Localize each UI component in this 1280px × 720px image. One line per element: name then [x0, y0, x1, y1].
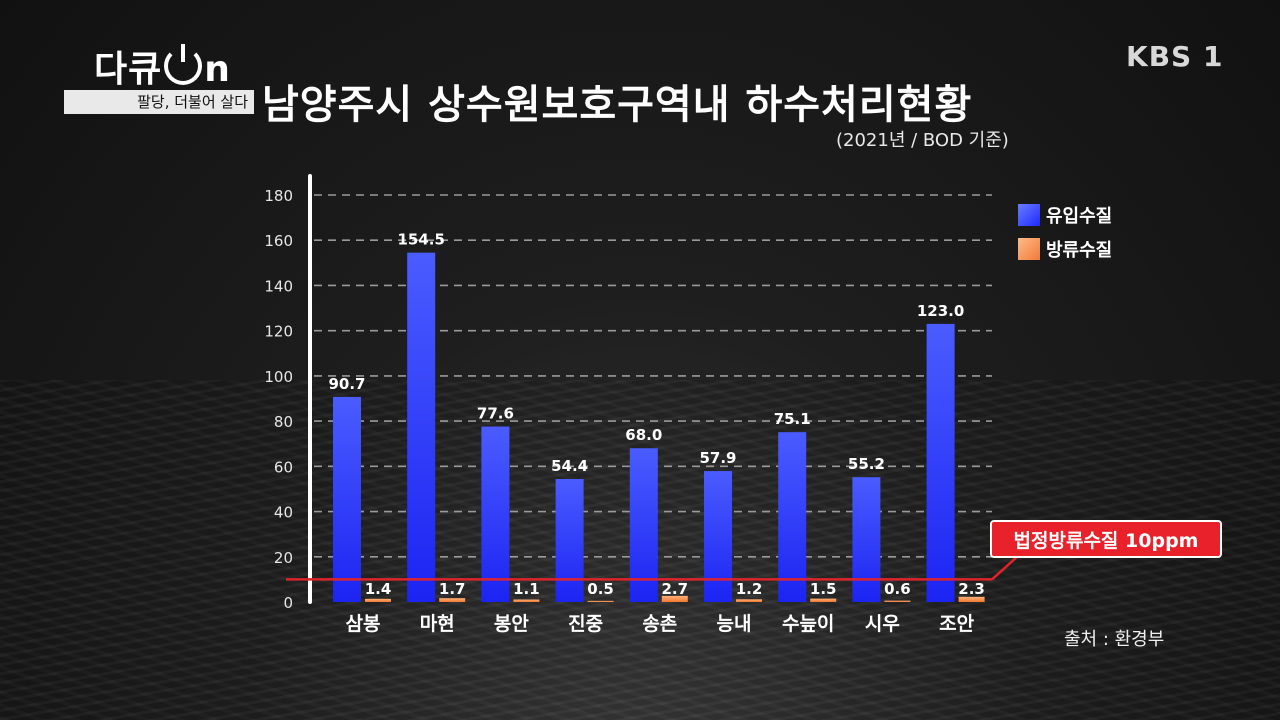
x-tick-label-8: 조안: [939, 613, 974, 635]
legend-item-outflow: 방류수질: [1018, 232, 1112, 266]
chart-legend: 유입수질 방류수질: [1018, 198, 1112, 266]
data-label-outflow-3: 0.5: [587, 580, 614, 598]
data-label-outflow-5: 1.2: [736, 580, 763, 598]
data-label-outflow-7: 0.6: [884, 580, 911, 598]
y-tick-label: 60: [274, 458, 293, 476]
y-tick-label: 120: [264, 323, 293, 341]
data-source: 출처 : 환경부: [1064, 629, 1165, 650]
data-label-outflow-2: 1.1: [513, 580, 540, 598]
bar-outflow-3: [587, 600, 614, 602]
y-tick-label: 0: [283, 594, 293, 612]
y-tick-label: 100: [264, 368, 293, 386]
x-tick-label-3: 진중: [568, 613, 603, 635]
broadcaster-logo: KBS 1: [1126, 40, 1224, 73]
logo-subtitle: 팔당, 더불어 살다: [64, 90, 254, 114]
bar-outflow-8: [958, 596, 985, 602]
x-tick-label-4: 송촌: [642, 613, 677, 635]
y-tick-label: 180: [264, 187, 293, 205]
data-label-inflow-1: 154.5: [397, 231, 444, 249]
y-tick-label: 140: [264, 277, 293, 295]
bar-inflow-0: [333, 396, 361, 602]
data-label-outflow-8: 2.3: [958, 580, 985, 598]
logo-text-right: n: [204, 49, 231, 90]
legend-item-inflow: 유입수질: [1018, 198, 1112, 232]
data-label-outflow-1: 1.7: [439, 580, 466, 598]
y-tick-label: 20: [274, 549, 293, 567]
bar-outflow-4: [661, 595, 688, 602]
legend-label-outflow: 방류수질: [1046, 240, 1113, 261]
bar-inflow-8: [926, 323, 955, 602]
bar-outflow-1: [439, 598, 466, 602]
power-icon: [164, 47, 203, 85]
reference-connector: [991, 555, 1019, 581]
logo-main: 다큐 n: [94, 40, 231, 92]
bar-inflow-5: [704, 471, 732, 602]
bar-inflow-2: [481, 426, 510, 602]
x-tick-label-6: 수늪이: [782, 613, 834, 635]
data-label-inflow-5: 57.9: [699, 449, 736, 467]
bar-inflow-1: [407, 252, 436, 603]
bar-inflow-3: [555, 478, 584, 602]
logo-text-left: 다큐: [94, 49, 163, 90]
data-label-inflow-8: 123.0: [917, 302, 964, 320]
bar-inflow-6: [778, 432, 807, 602]
bar-outflow-7: [884, 600, 911, 602]
data-label-outflow-0: 1.4: [365, 580, 392, 598]
bar-inflow-4: [629, 448, 658, 602]
data-label-inflow-2: 77.6: [477, 405, 514, 423]
legal-limit-callout: 법정방류수질 10ppm: [990, 520, 1222, 558]
data-label-inflow-3: 54.4: [551, 457, 588, 475]
y-tick-label: 160: [264, 232, 293, 250]
bar-outflow-5: [736, 599, 762, 602]
data-label-inflow-6: 75.1: [774, 410, 811, 428]
x-tick-label-2: 봉안: [494, 613, 529, 635]
data-label-inflow-4: 68.0: [625, 426, 662, 444]
data-label-inflow-7: 55.2: [848, 455, 885, 473]
program-logo: 다큐 n 팔당, 더불어 살다: [64, 40, 254, 120]
x-tick-label-1: 마현: [420, 613, 455, 635]
bar-inflow-7: [852, 477, 881, 602]
legend-swatch-outflow: [1018, 238, 1040, 260]
bar-outflow-0: [365, 598, 391, 602]
chart-subtitle: (2021년 / BOD 기준): [836, 130, 1009, 151]
legend-swatch-inflow: [1018, 204, 1040, 226]
data-label-outflow-4: 2.7: [662, 580, 689, 598]
bar-outflow-6: [810, 598, 837, 602]
y-tick-label: 80: [274, 413, 293, 431]
data-label-outflow-6: 1.5: [810, 580, 837, 598]
data-label-inflow-0: 90.7: [328, 375, 365, 393]
x-tick-label-7: 시우: [865, 613, 900, 635]
bar-outflow-2: [513, 599, 540, 602]
legend-label-inflow: 유입수질: [1046, 206, 1113, 227]
x-tick-label-5: 능내: [717, 613, 752, 635]
x-tick-label-0: 삼봉: [346, 613, 381, 635]
chart-title: 남양주시 상수원보호구역내 하수처리현황: [262, 82, 973, 128]
y-tick-label: 40: [274, 504, 293, 522]
